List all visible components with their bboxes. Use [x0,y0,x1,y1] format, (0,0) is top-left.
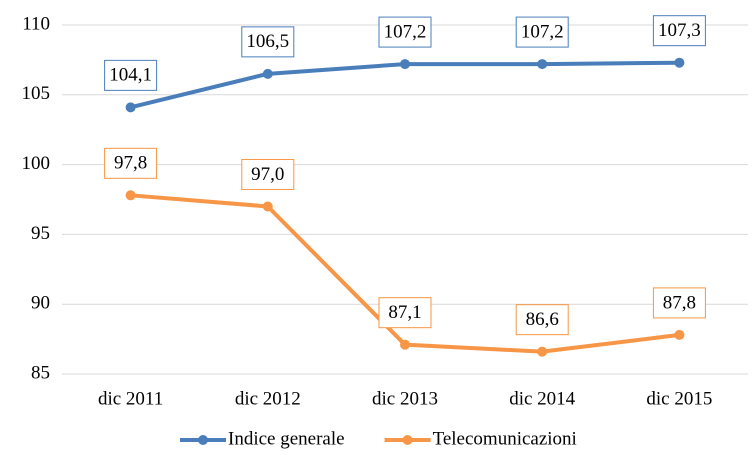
x-tick-label: dic 2014 [509,388,575,409]
data-label: 97,8 [114,153,147,174]
data-label-box [241,26,295,58]
data-label-box [515,16,569,48]
point [674,329,685,340]
point [262,68,273,79]
data-label-box [652,287,706,319]
y-tick-label: 90 [31,293,50,314]
data-label: 106,5 [246,31,289,52]
data-label-box [378,16,432,48]
point [400,339,410,350]
x-tick-label: dic 2011 [98,388,163,409]
x-tick-label: dic 2013 [372,388,438,409]
data-label: 107,3 [658,20,701,41]
data-label: 107,2 [384,21,427,42]
y-tick-label: 110 [22,13,50,34]
legend-marker [402,435,413,445]
x-tick-label: dic 2015 [646,388,712,409]
legend-label: Indice generale [228,428,345,449]
data-label: 87,8 [663,292,696,313]
series-line [130,193,680,354]
point [125,190,136,201]
data-label: 97,0 [251,164,284,185]
x-tick-label: dic 2012 [235,388,301,409]
data-label: 87,1 [388,302,421,323]
data-label-box [515,304,569,336]
y-tick-label: 95 [31,223,50,244]
y-tick-label: 100 [22,153,51,174]
point [125,102,136,113]
point [674,57,685,68]
point [262,201,273,212]
data-label: 107,2 [521,21,564,42]
point [537,59,548,70]
y-tick-label: 105 [22,83,51,104]
data-label-box [652,15,706,47]
y-tick-label: 85 [31,362,50,383]
legend-marker [198,435,208,445]
data-label-box [104,147,158,179]
series-line [130,60,680,110]
data-label: 86,6 [526,309,559,330]
data-label-box [378,297,432,329]
data-label: 104,1 [109,65,152,86]
legend-label: Telecomunicazioni [433,428,577,449]
point [537,346,548,357]
data-label-box [104,59,158,91]
data-label-box [241,158,295,190]
point [400,59,410,70]
